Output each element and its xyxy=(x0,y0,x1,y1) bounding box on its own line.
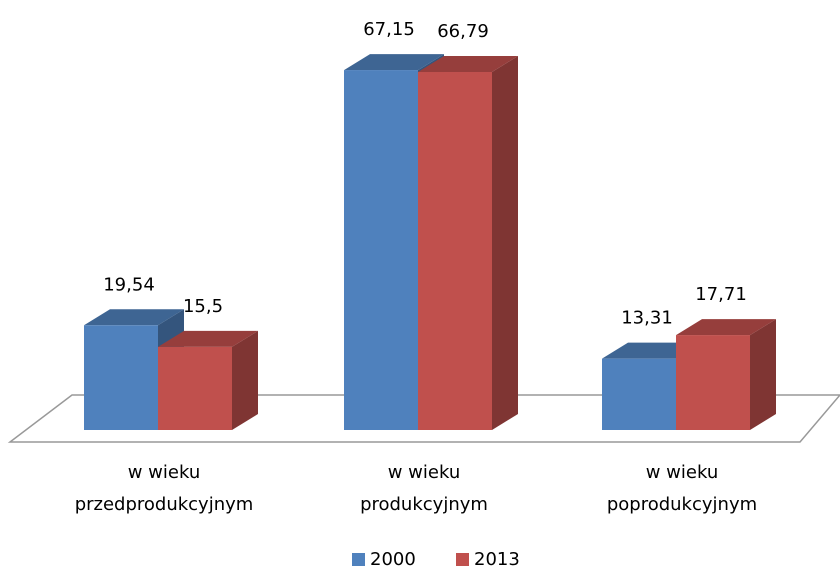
legend-label: 2000 xyxy=(370,549,416,570)
legend-swatch xyxy=(456,553,469,566)
bar-front xyxy=(602,358,676,430)
bar xyxy=(418,56,518,430)
bar-front xyxy=(418,72,492,430)
data-label: 15,5 xyxy=(183,296,223,317)
bar-side xyxy=(492,56,518,430)
x-tick-line: poprodukcyjnym xyxy=(607,494,757,515)
x-tick-label: w wieku przedprodukcyjnym xyxy=(75,462,254,515)
bar-top xyxy=(84,309,184,326)
bar-side xyxy=(750,319,776,430)
data-label: 19,54 xyxy=(103,274,155,295)
bar-side xyxy=(232,330,258,430)
bar xyxy=(676,319,776,430)
data-label: 13,31 xyxy=(621,308,673,329)
x-tick-line: przedprodukcyjnym xyxy=(75,494,254,515)
x-tick-label: w wieku poprodukcyjnym xyxy=(607,462,757,515)
x-tick-line: w wieku xyxy=(646,462,719,483)
legend-label: 2013 xyxy=(474,549,520,570)
bar xyxy=(158,330,258,430)
bar-top xyxy=(344,54,444,71)
bar-front xyxy=(676,335,750,430)
bar-top xyxy=(418,56,518,73)
x-tick-label: w wieku produkcyjnym xyxy=(360,462,488,515)
x-tick-line: produkcyjnym xyxy=(360,494,488,515)
data-label: 66,79 xyxy=(437,21,489,42)
bar-top xyxy=(158,330,258,347)
legend-swatch xyxy=(352,553,365,566)
bar-front xyxy=(158,346,232,430)
bar-front xyxy=(344,70,418,431)
bar-top xyxy=(676,319,776,336)
bar-front xyxy=(84,325,158,430)
x-tick-line: w wieku xyxy=(128,462,201,483)
x-tick-line: w wieku xyxy=(388,462,461,483)
data-label: 67,15 xyxy=(363,19,415,40)
data-label: 17,71 xyxy=(695,284,747,305)
